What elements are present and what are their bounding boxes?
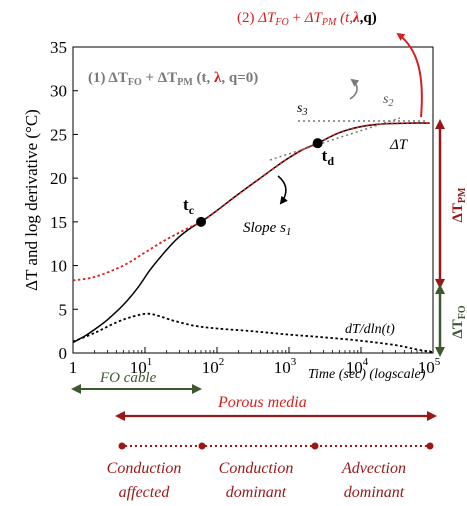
y-tick-label: 30 xyxy=(50,82,67,101)
key-point-marker xyxy=(312,138,323,149)
y-axis-label: ΔT and log derivative (°C) xyxy=(22,109,41,291)
key-point-label: td xyxy=(322,146,335,168)
s2-label: s2 xyxy=(383,92,393,109)
regime-3-line1: Advection xyxy=(341,460,406,477)
x-tick-label: 1 xyxy=(69,358,78,377)
x-tick-label: 105 xyxy=(418,356,441,377)
regime-2-line1: Conduction xyxy=(219,460,294,477)
regime-marker xyxy=(118,442,126,450)
porous-media-label: Porous media xyxy=(217,394,307,411)
slope-label: Slope s1 xyxy=(243,220,291,238)
tangent-line-s2 xyxy=(269,117,401,161)
gray-curve-label: (1) ΔTFO + ΔTPM (t, λ, q=0) xyxy=(88,70,258,88)
points-layer: tc td xyxy=(183,138,334,227)
x-axis-label: Time (sec) (logscale) xyxy=(308,367,426,382)
y-tick-label: 15 xyxy=(50,213,67,232)
y-tick-label: 35 xyxy=(50,38,67,57)
y-tick-label: 0 xyxy=(59,344,68,363)
regime-marker xyxy=(198,442,206,450)
x-tick-label: 102 xyxy=(202,356,225,377)
plot-frame xyxy=(72,46,434,354)
series-line-3 xyxy=(72,312,434,353)
key-point-marker xyxy=(196,216,207,227)
red-curve-label: (2) ΔTFO + ΔTPM (t,λ,q) xyxy=(237,10,377,28)
fo-cable-label: FO cable xyxy=(99,370,157,386)
x-tick-label: 104 xyxy=(346,356,369,377)
regime-3-line2: dominant xyxy=(344,484,405,501)
series-layer xyxy=(72,122,434,353)
y-tick-label: 10 xyxy=(50,257,67,276)
series-line-2 xyxy=(72,122,430,282)
regime-2-line2: dominant xyxy=(226,484,287,501)
log-derivative-label: dT/dln(t) xyxy=(345,322,395,337)
axes: 0 5 10 15 20 25 30 35 1 101 102 103 104 105 xyxy=(50,38,441,377)
gray-arrow xyxy=(349,78,360,100)
delta-t-label: ΔT xyxy=(389,137,409,153)
regime-1-line2: affected xyxy=(119,484,171,501)
y-tick-label: 20 xyxy=(50,169,67,188)
x-tick-label: 103 xyxy=(274,356,297,377)
y-tick-label: 5 xyxy=(59,300,68,319)
x-tick-label: 101 xyxy=(130,356,153,377)
red-curve-arrow xyxy=(396,32,423,118)
regime-marker xyxy=(311,442,319,450)
slope-arrow xyxy=(277,175,288,205)
pm-range-label: ΔTPM xyxy=(450,187,467,223)
regime-1-line1: Conduction xyxy=(107,460,182,477)
regime-marker xyxy=(426,442,434,450)
fo-range-label: ΔTFO xyxy=(450,305,467,339)
s3-label: s3 xyxy=(297,101,307,118)
y-tick-label: 25 xyxy=(50,125,67,144)
key-point-label: tc xyxy=(183,195,195,217)
